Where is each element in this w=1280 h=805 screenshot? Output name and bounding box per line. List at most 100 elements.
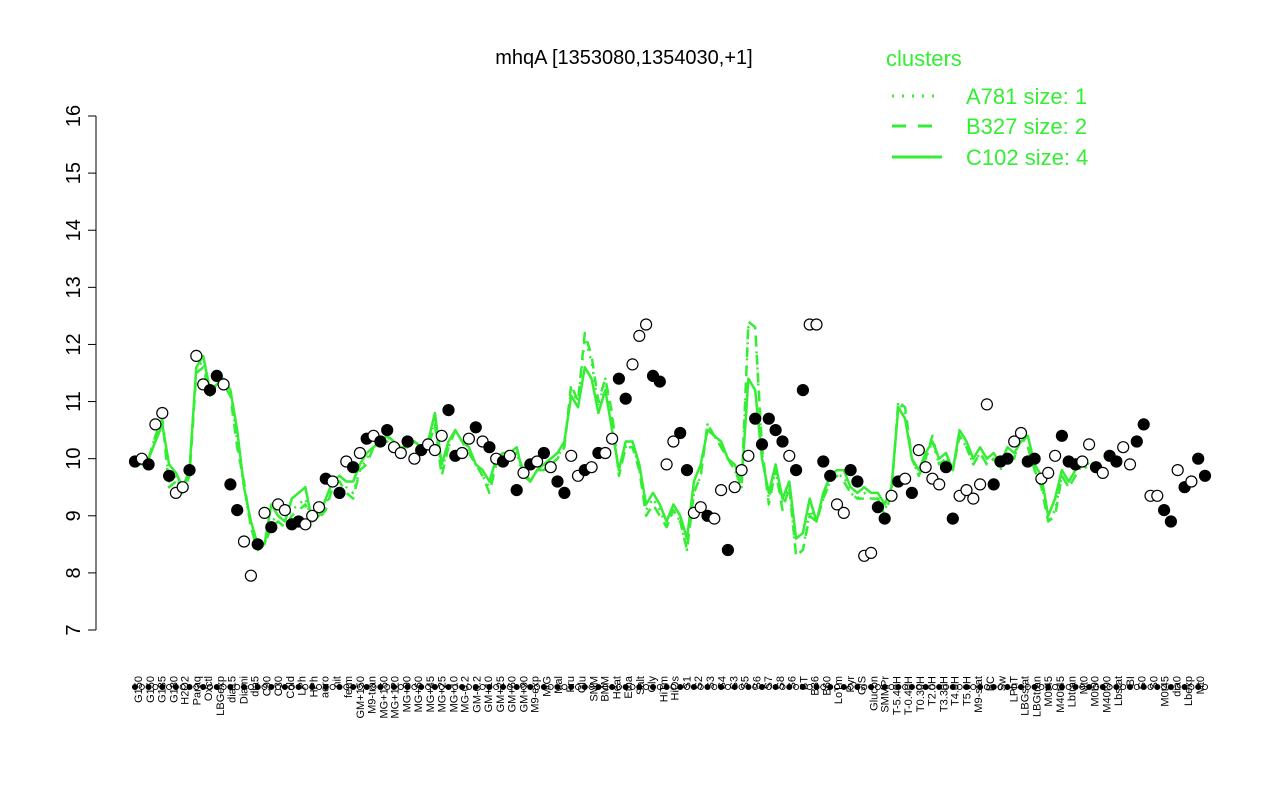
x-tick-label: S8 xyxy=(775,676,787,689)
x-rug-mark xyxy=(731,683,738,691)
data-point xyxy=(408,452,421,465)
data-point xyxy=(231,504,244,517)
x-rug-mark xyxy=(970,683,977,691)
data-point xyxy=(755,438,769,451)
x-rug-mark xyxy=(1031,683,1038,691)
x-rug-mark xyxy=(895,683,902,691)
x-rug-mark xyxy=(568,683,575,691)
x-rug-mark xyxy=(275,683,282,691)
x-rug-mark xyxy=(574,683,582,691)
data-point xyxy=(142,458,155,471)
data-point xyxy=(394,446,407,460)
x-tick-label: S3 xyxy=(728,676,740,689)
data-point xyxy=(605,432,619,445)
y-axis: 7 8 9 10 11 12 13 14 15 16 xyxy=(63,105,97,636)
data-point xyxy=(183,464,196,477)
data-point xyxy=(401,435,414,448)
y-tick-label: 8 xyxy=(63,567,85,578)
x-tick-label: M0t45 xyxy=(1043,676,1055,707)
data-point xyxy=(442,404,455,417)
x-tick-label: LBGexp xyxy=(215,676,227,716)
data-point xyxy=(510,484,523,497)
data-point xyxy=(1042,466,1055,479)
x-rug-mark xyxy=(234,683,241,691)
x-rug-mark xyxy=(806,683,813,691)
x-tick-label: M40t90 xyxy=(1102,676,1114,713)
x-tick-label: G/S xyxy=(856,676,868,695)
x-rug-mark xyxy=(1181,683,1188,691)
x-tick-label: BT xyxy=(798,676,810,690)
x-rug-mark xyxy=(854,683,861,691)
x-tick-label: Lbexp xyxy=(1183,676,1195,706)
x-tick-label: S6 xyxy=(752,676,764,689)
x-rug-mark xyxy=(445,683,452,691)
legend: clusters A781 size: 1 B327 size: 2 C102 … xyxy=(886,46,1088,170)
data-point xyxy=(796,384,810,397)
x-tick-label: SMMPr xyxy=(880,676,892,713)
x-rug-mark xyxy=(1086,683,1093,691)
x-rug-mark xyxy=(240,683,248,691)
x-rug-mark xyxy=(438,683,445,691)
x-rug-mark xyxy=(813,683,820,691)
x-rug-mark xyxy=(902,683,909,691)
x-tick-label: Lbtran xyxy=(1066,676,1078,707)
x-rug-mark xyxy=(343,683,350,691)
data-point xyxy=(708,512,721,525)
x-rug-mark xyxy=(963,683,970,691)
data-point xyxy=(919,461,932,474)
x-tick-label: GM+90 xyxy=(518,676,530,712)
x-rug-mark xyxy=(711,683,718,691)
x-tick-label: G150 xyxy=(145,676,157,703)
x-rug-mark xyxy=(670,683,677,691)
x-rug-mark xyxy=(765,683,772,691)
x-rug-mark xyxy=(1072,683,1079,691)
x-rug-mark xyxy=(861,683,868,691)
x-rug-mark xyxy=(643,683,650,691)
data-point xyxy=(251,538,264,551)
data-point xyxy=(333,486,346,499)
x-rug-mark xyxy=(1133,683,1140,691)
x-rug-mark xyxy=(677,683,684,691)
x-tick-label: B36 xyxy=(810,676,822,696)
x-tick-label: M/G xyxy=(542,676,554,697)
x-tick-label: HPh xyxy=(308,676,320,697)
y-tick-label: 12 xyxy=(63,333,85,355)
y-tick-label: 16 xyxy=(63,105,85,127)
x-tick-label: ferm xyxy=(343,676,355,698)
data-point xyxy=(163,469,176,482)
data-point xyxy=(565,449,578,462)
data-point xyxy=(824,469,837,482)
data-point xyxy=(299,518,312,531)
x-rug-mark xyxy=(527,683,534,691)
x-rug-mark xyxy=(609,683,616,691)
data-point xyxy=(347,461,360,474)
x-tick-label: GM+150 xyxy=(355,676,367,719)
data-point xyxy=(960,484,973,497)
data-point xyxy=(973,478,987,491)
x-rug-mark xyxy=(1126,683,1134,691)
data-point xyxy=(306,509,319,522)
x-tick-label: LPhT xyxy=(1008,676,1020,703)
x-tick-label: S7 xyxy=(763,676,775,689)
x-rug-mark xyxy=(833,683,841,691)
x-tick-label: S4 xyxy=(716,676,728,689)
x-tick-label: MG+60 xyxy=(413,676,425,712)
data-point xyxy=(667,435,680,448)
x-rug-mark xyxy=(465,683,472,691)
legend-entry-label: B327 size: 2 xyxy=(966,114,1087,139)
x-rug-mark xyxy=(493,683,500,691)
data-point xyxy=(660,458,673,471)
data-point xyxy=(374,435,387,448)
x-rug-mark xyxy=(159,683,166,691)
data-point xyxy=(837,506,850,520)
data-point xyxy=(237,535,251,548)
x-rug-mark xyxy=(758,683,766,691)
data-point xyxy=(544,461,557,474)
x-tick-label: T2.0H xyxy=(926,676,938,706)
data-point xyxy=(1001,452,1014,465)
x-rug-mark xyxy=(1045,683,1052,691)
x-rug-mark xyxy=(200,683,207,691)
x-tick-label: M9-exp xyxy=(530,676,542,713)
data-point xyxy=(483,441,496,454)
data-point xyxy=(714,484,728,497)
